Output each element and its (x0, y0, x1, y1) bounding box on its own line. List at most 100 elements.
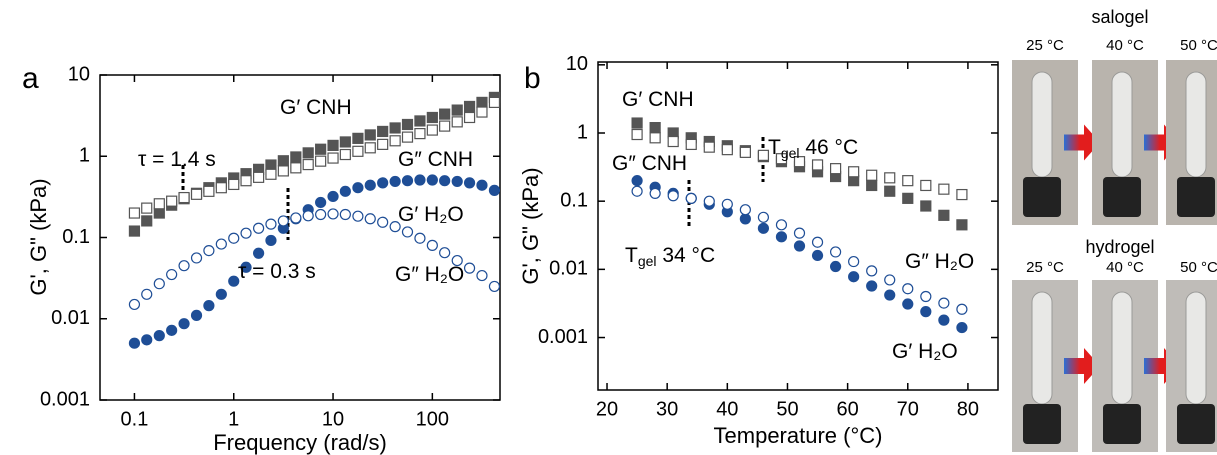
photo-temp-label: 50 °C (1180, 259, 1217, 276)
data-point (811, 236, 824, 248)
y-axis-title: G', G" (kPa) (26, 178, 51, 295)
data-point (253, 222, 265, 234)
data-point (439, 175, 451, 187)
data-point (775, 219, 788, 231)
x-axis-title: Frequency (rad/s) (213, 430, 387, 455)
data-point (153, 198, 165, 210)
annotation: G″ H₂O (905, 250, 974, 273)
annotation: τ = 1.4 s (138, 148, 216, 171)
data-point (141, 334, 153, 346)
data-point (253, 247, 265, 259)
data-point (414, 232, 426, 244)
data-point (902, 283, 914, 295)
data-point (228, 275, 240, 287)
data-point (866, 280, 878, 292)
data-point (463, 111, 476, 124)
x-tick-label: 40 (716, 398, 738, 420)
data-point (649, 122, 661, 134)
data-point (128, 207, 141, 219)
data-point (203, 185, 215, 197)
data-point (426, 239, 438, 251)
x-axis-title: Temperature (°C) (714, 423, 883, 448)
x-tick-label: 20 (596, 398, 618, 420)
data-point (775, 153, 788, 165)
annotation: G′ CNH (622, 88, 694, 111)
data-point (956, 321, 968, 334)
data-point (811, 159, 824, 171)
data-point (352, 132, 364, 144)
data-point (166, 195, 178, 207)
data-point (775, 231, 788, 243)
tube-cap (1023, 177, 1061, 217)
y-tick-label: 0.001 (538, 326, 588, 348)
data-point (377, 177, 389, 189)
data-point (302, 147, 314, 159)
y-tick-label: 10 (68, 63, 90, 85)
data-point (739, 213, 751, 225)
data-point (315, 143, 327, 155)
annotation-text: G″ CNH (612, 152, 687, 175)
annotation-text: G′ H₂O (892, 340, 958, 363)
data-point (265, 218, 277, 230)
data-point (153, 278, 165, 290)
data-point (265, 168, 277, 180)
data-point (848, 255, 860, 268)
y-tick-label: 0.01 (549, 258, 588, 280)
annotation-text: G′ H₂O (398, 203, 464, 226)
annotation: G′ H₂O (892, 340, 958, 363)
annotation-text: G″ CNH (398, 148, 473, 171)
data-point (685, 138, 697, 151)
data-point (414, 128, 426, 140)
annotation-text: τ = 0.3 s (238, 260, 316, 283)
data-point (277, 165, 289, 177)
data-point (265, 234, 277, 247)
data-point (401, 175, 414, 187)
data-point (153, 330, 165, 342)
data-point (829, 163, 842, 175)
data-point (649, 187, 661, 200)
y-tick-label: 0.1 (560, 189, 588, 211)
tube (1031, 71, 1053, 178)
data-point (166, 268, 178, 281)
data-point (364, 213, 376, 225)
tube-cap (1103, 404, 1141, 444)
data-point (884, 274, 896, 286)
tube (1111, 71, 1133, 178)
data-point (141, 288, 153, 300)
data-point (884, 185, 896, 197)
data-point (426, 124, 438, 136)
data-point (240, 175, 252, 187)
x-tick-label: 0.1 (121, 408, 149, 430)
data-point (793, 240, 806, 252)
data-point (215, 288, 227, 300)
data-point (377, 138, 389, 150)
arrow (1064, 348, 1100, 384)
data-point (315, 155, 327, 167)
data-point (884, 172, 896, 184)
data-point (414, 115, 426, 127)
data-point (667, 190, 679, 202)
data-point (203, 244, 215, 257)
data-point (439, 120, 451, 132)
data-point (228, 178, 240, 191)
data-point (739, 146, 751, 158)
annotation: G′ H₂O (398, 203, 464, 226)
data-point (649, 132, 661, 144)
data-point (315, 196, 327, 209)
data-point (426, 174, 438, 186)
photo-panel: salogel 25 °C 40 °C 50 °C hydrogel 25 °C 40 °C… (1012, 7, 1217, 452)
data-point (488, 280, 501, 293)
data-point (667, 135, 679, 148)
data-point (401, 226, 414, 238)
data-point (178, 318, 190, 330)
tube-cap (1177, 177, 1215, 217)
data-point (128, 298, 141, 311)
data-point (327, 139, 339, 151)
data-point (848, 271, 860, 283)
data-point (364, 142, 376, 154)
annotation: Tgel 46 °C (768, 136, 858, 161)
annotation: G″ CNH (612, 152, 687, 175)
data-point (389, 122, 401, 134)
data-point (902, 298, 914, 310)
data-point (339, 185, 351, 197)
